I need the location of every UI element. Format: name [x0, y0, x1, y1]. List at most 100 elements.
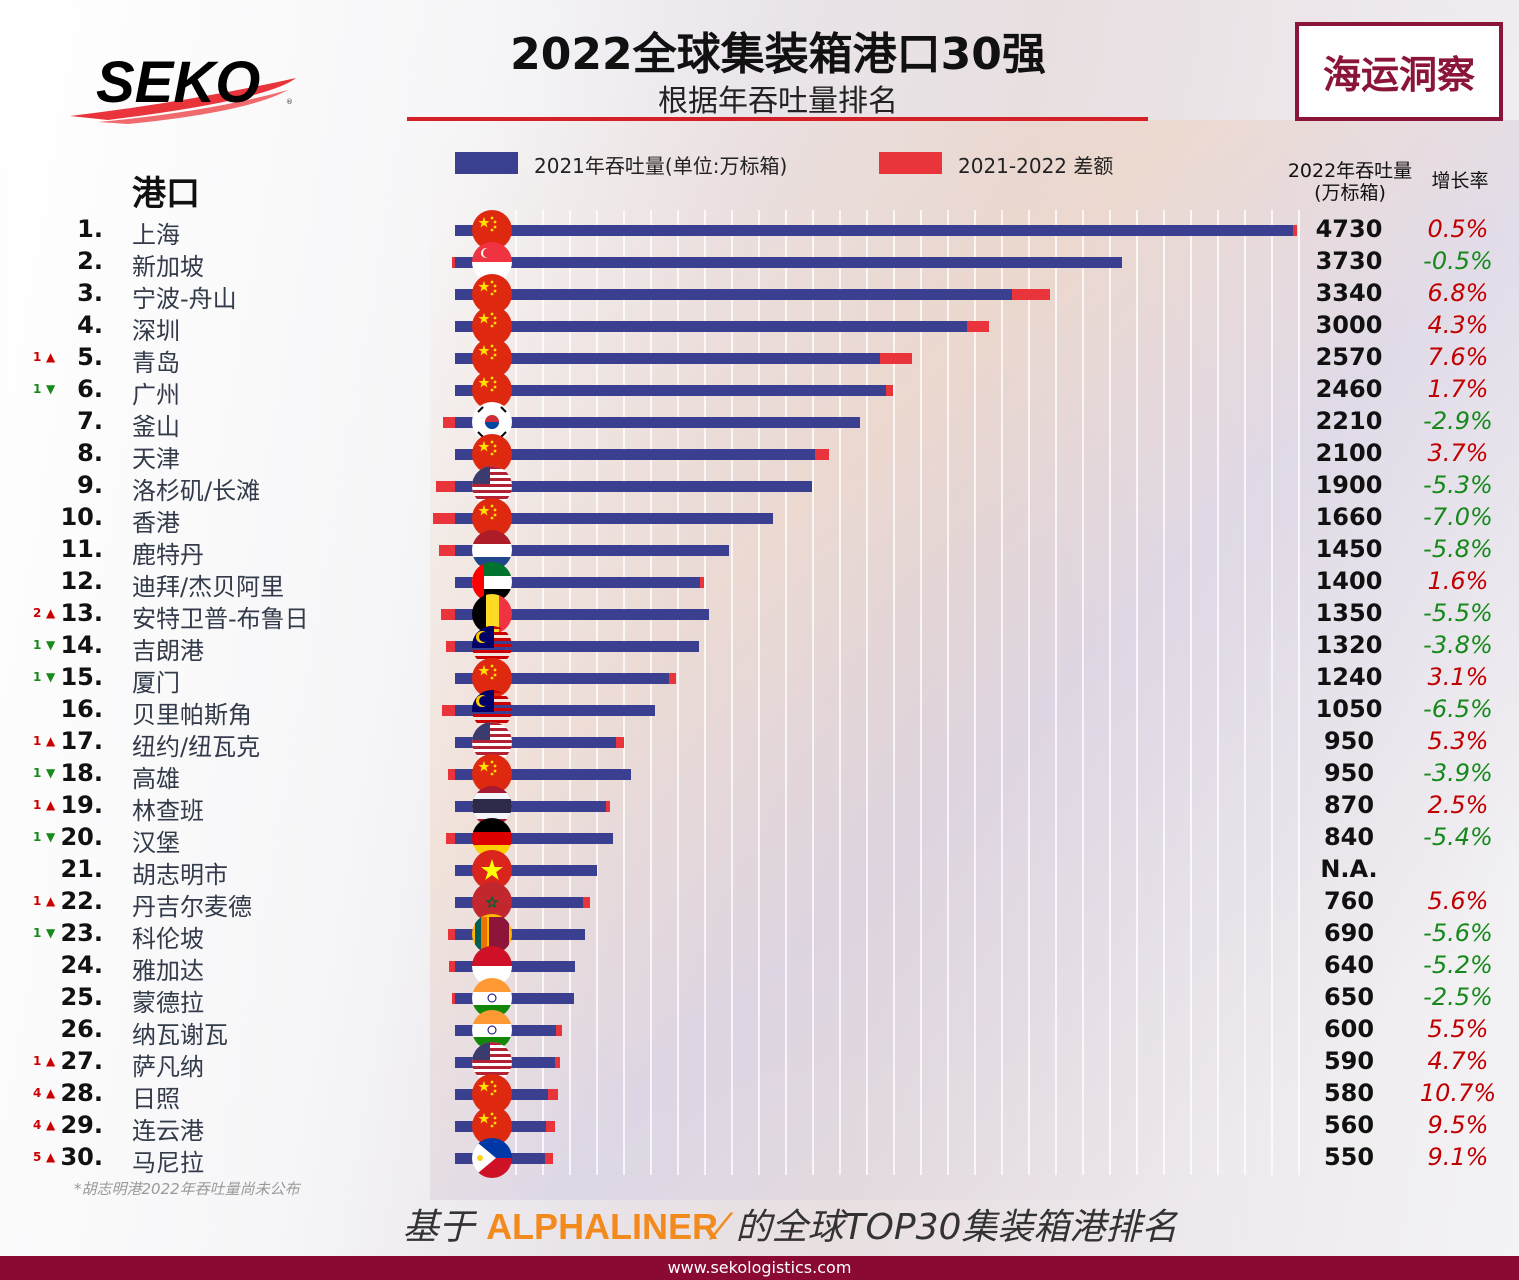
bar-difference	[606, 801, 610, 812]
volume-2022: 560	[1323, 1111, 1375, 1139]
legend-label-2021: 2021年吞吐量(单位:万标箱)	[534, 154, 788, 178]
port-name: 广州	[132, 381, 180, 409]
bar-difference	[700, 577, 705, 588]
growth-column-header: 增长率	[1431, 170, 1489, 192]
gridline	[569, 210, 571, 1175]
bar-2021	[455, 225, 1293, 236]
gridline	[866, 210, 868, 1175]
bar-difference	[451, 257, 455, 268]
port-name: 汉堡	[132, 829, 180, 857]
bar-2021	[455, 577, 701, 588]
svg-text:®: ®	[286, 98, 293, 106]
bar-2021	[455, 801, 607, 812]
rank-change-count: 1	[33, 382, 42, 396]
rank-number: 15.	[60, 663, 103, 691]
volume-2022: 600	[1323, 1015, 1375, 1043]
growth-rate: 6.8%	[1427, 279, 1489, 307]
growth-rate: -2.5%	[1423, 983, 1493, 1011]
growth-rate: -3.9%	[1423, 759, 1493, 787]
growth-rate: 1.7%	[1427, 375, 1489, 403]
volume-2022: 950	[1323, 759, 1375, 787]
rank-number: 1.	[77, 215, 103, 243]
bar-2021	[455, 737, 616, 748]
arrow-down-icon: ▼	[46, 830, 56, 844]
growth-rate: 5.5%	[1427, 1015, 1489, 1043]
port-name: 连云港	[132, 1117, 204, 1145]
rank-number: 30.	[60, 1143, 103, 1171]
bar-2021	[455, 865, 598, 876]
gridline	[515, 210, 517, 1175]
growth-rate: -5.2%	[1423, 951, 1493, 979]
bar-difference	[1292, 225, 1297, 236]
port-name: 洛杉矶/长滩	[132, 477, 261, 505]
rank-number: 4.	[77, 311, 103, 339]
bar-difference	[443, 417, 455, 428]
bar-difference	[446, 833, 455, 844]
volume-2022: 1450	[1315, 535, 1383, 563]
bar-2021	[455, 321, 967, 332]
rank-number: 7.	[77, 407, 103, 435]
arrow-up-icon: ▲	[46, 734, 56, 748]
footer-bar: www.sekologistics.com	[0, 1256, 1519, 1280]
arrow-up-icon: ▲	[46, 894, 56, 908]
gridline	[596, 210, 598, 1175]
arrow-down-icon: ▼	[46, 766, 56, 780]
volume-2022: 3730	[1315, 247, 1383, 275]
arrow-down-icon: ▼	[46, 926, 56, 940]
port-name: 日照	[132, 1085, 180, 1113]
bar-2021	[455, 673, 670, 684]
gridline	[974, 210, 976, 1175]
bar-difference	[885, 385, 893, 396]
arrow-down-icon: ▼	[46, 382, 56, 396]
gridline	[758, 210, 760, 1175]
flag-be-icon	[472, 594, 512, 634]
growth-rate: -5.8%	[1423, 535, 1493, 563]
bar-difference	[615, 737, 625, 748]
growth-rate: 0.5%	[1427, 215, 1489, 243]
gridline	[920, 210, 922, 1175]
rank-number: 29.	[60, 1111, 103, 1139]
bar-difference	[555, 1057, 560, 1068]
rank-number: 13.	[60, 599, 103, 627]
arrow-up-icon: ▲	[46, 1086, 56, 1100]
gridline	[1055, 210, 1057, 1175]
volume-2022: 4730	[1315, 215, 1383, 243]
growth-rate: -2.9%	[1423, 407, 1493, 435]
source-suffix: 的全球TOP30集装箱港排名	[735, 1207, 1178, 1248]
bar-2021	[455, 993, 574, 1004]
arrow-up-icon: ▲	[46, 798, 56, 812]
rank-number: 26.	[60, 1015, 103, 1043]
gridline	[1082, 210, 1084, 1175]
footnote: *胡志明港2022年吞吐量尚未公布	[74, 1180, 300, 1198]
rank-change-count: 1	[33, 638, 42, 652]
bar-difference	[439, 545, 455, 556]
volume-column-header: 2022年吞吐量	[1287, 160, 1413, 182]
legend-swatch-2021	[455, 152, 518, 174]
volume-2022: 2100	[1315, 439, 1383, 467]
volume-2022: 1660	[1315, 503, 1383, 531]
bar-difference	[548, 1089, 559, 1100]
growth-rate: 5.3%	[1427, 727, 1489, 755]
port-name: 天津	[132, 445, 180, 473]
rank-change-count: 1	[33, 670, 42, 684]
rank-number: 21.	[60, 855, 103, 883]
bar-2021	[455, 929, 586, 940]
bar-difference	[448, 961, 455, 972]
port-column-header: 港口	[132, 174, 200, 214]
bar-2021	[455, 257, 1123, 268]
website-link[interactable]: www.sekologistics.com	[667, 1258, 852, 1277]
rank-change-count: 1	[33, 734, 42, 748]
growth-rate: -6.5%	[1423, 695, 1493, 723]
port-name: 深圳	[132, 317, 180, 345]
rank-number: 17.	[60, 727, 103, 755]
volume-2022: 690	[1323, 919, 1375, 947]
gridline	[785, 210, 787, 1175]
bar-difference	[432, 513, 455, 524]
gridline	[1244, 210, 1246, 1175]
gridline	[542, 210, 544, 1175]
bar-2021	[455, 961, 576, 972]
growth-rate: 4.7%	[1427, 1047, 1489, 1075]
rank-change-count: 4	[33, 1086, 42, 1100]
rank-change-count: 1	[33, 1054, 42, 1068]
bar-2021	[455, 769, 631, 780]
